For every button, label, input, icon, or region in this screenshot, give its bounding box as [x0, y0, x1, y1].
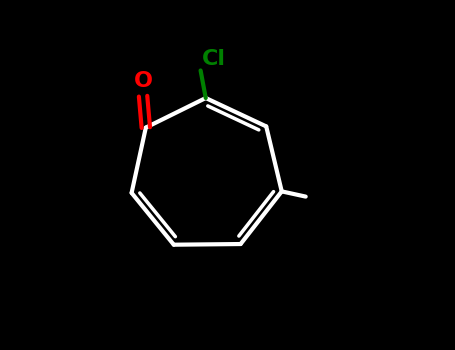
Text: Cl: Cl [202, 49, 226, 69]
Text: O: O [134, 71, 152, 91]
